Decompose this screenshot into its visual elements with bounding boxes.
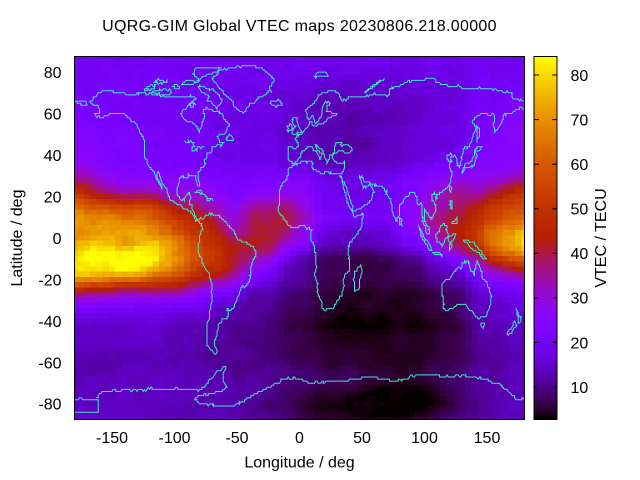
svg-text:80: 80 [571,68,589,85]
svg-text:0: 0 [53,231,62,248]
svg-text:150: 150 [474,430,501,447]
svg-text:-150: -150 [96,430,128,447]
svg-text:-50: -50 [225,430,248,447]
svg-text:80: 80 [44,65,62,82]
svg-text:60: 60 [44,106,62,123]
svg-text:-100: -100 [158,430,190,447]
svg-text:-40: -40 [38,314,61,331]
svg-text:20: 20 [44,189,62,206]
svg-text:0: 0 [295,430,304,447]
svg-text:-60: -60 [38,355,61,372]
svg-text:70: 70 [571,112,589,129]
svg-text:UQRG-GIM Global VTEC maps 2023: UQRG-GIM Global VTEC maps 20230806.218.0… [102,18,497,35]
svg-text:40: 40 [44,148,62,165]
svg-text:Latitude / deg: Latitude / deg [9,190,26,287]
svg-text:-80: -80 [38,397,61,414]
svg-text:20: 20 [571,335,589,352]
svg-text:100: 100 [411,430,438,447]
svg-text:10: 10 [571,380,589,397]
svg-text:60: 60 [571,157,589,174]
svg-text:30: 30 [571,291,589,308]
svg-text:50: 50 [353,430,371,447]
svg-text:50: 50 [571,202,589,219]
svg-text:-20: -20 [38,272,61,289]
svg-text:Longitude / deg: Longitude / deg [244,455,354,472]
svg-text:VTEC / TECU: VTEC / TECU [593,188,610,287]
svg-text:40: 40 [571,246,589,263]
